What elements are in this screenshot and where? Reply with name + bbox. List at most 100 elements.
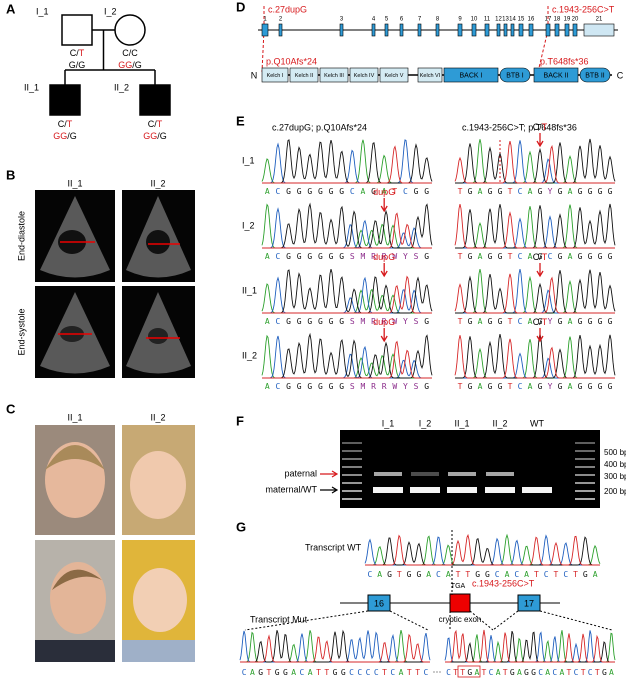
exon	[457, 23, 463, 37]
base: G	[498, 252, 503, 261]
column-label: II_2	[150, 412, 165, 422]
codon-box	[457, 665, 481, 678]
base: A	[478, 317, 483, 326]
exon-number: 8	[436, 17, 440, 23]
base: C	[588, 668, 593, 677]
base: T	[482, 668, 487, 677]
base: G	[329, 252, 334, 261]
base: G	[333, 668, 338, 677]
base: S	[350, 317, 355, 326]
text-segment: dupG	[373, 252, 395, 262]
chromatogram-trace	[455, 336, 615, 379]
base: T	[392, 187, 397, 196]
base: G	[538, 317, 543, 326]
base: T	[458, 382, 463, 391]
arrow	[536, 263, 544, 278]
lane-label: II_2	[492, 418, 507, 428]
chromatogram-trace	[262, 276, 432, 314]
base: G	[558, 187, 563, 196]
base: G	[578, 252, 583, 261]
base: G	[297, 252, 302, 261]
panel-label: E	[236, 113, 245, 128]
column-label: II_2	[150, 178, 165, 188]
variant-line	[537, 29, 549, 73]
base: G	[416, 570, 421, 579]
exon-number: 9	[458, 17, 462, 23]
text-segment: C/	[533, 122, 542, 132]
base: T	[266, 668, 271, 677]
base: G	[275, 668, 280, 677]
base: G	[578, 187, 583, 196]
base: A	[361, 187, 366, 196]
base: A	[609, 668, 614, 677]
track-label: Transcript WT	[305, 542, 362, 552]
base: T	[458, 252, 463, 261]
genotype: C/T	[58, 119, 73, 129]
gel-band	[411, 472, 439, 476]
domain-label: Kelch V	[385, 73, 404, 79]
base: C	[446, 668, 451, 677]
base: C	[538, 668, 543, 677]
individual-id: II_1	[24, 82, 39, 92]
base: C	[518, 382, 523, 391]
ladder-band	[575, 458, 595, 460]
exon-number: 11	[484, 17, 491, 23]
arrow-label: paternal	[284, 468, 317, 478]
gel-band	[374, 472, 402, 476]
base: W	[392, 317, 397, 326]
base: T	[503, 668, 508, 677]
base: G	[588, 187, 593, 196]
annotation: dupG	[373, 317, 395, 327]
text-segment: C/	[58, 119, 67, 129]
annotation: C/T	[533, 317, 548, 327]
base: C	[276, 317, 281, 326]
ladder-band	[575, 498, 595, 500]
exon-label: 16	[374, 598, 384, 608]
chromatogram-trace	[262, 145, 432, 184]
base: A	[265, 317, 270, 326]
base: Y	[548, 187, 553, 196]
base: Y	[548, 317, 553, 326]
row-label: End-diastole	[16, 211, 26, 261]
base: G	[538, 252, 543, 261]
genotype: GG/G	[53, 131, 77, 141]
base: C	[242, 668, 247, 677]
base: G	[318, 187, 323, 196]
lane-label: II_1	[454, 418, 469, 428]
base: G	[387, 570, 392, 579]
base: G	[608, 187, 613, 196]
base: A	[528, 382, 533, 391]
base: G	[424, 382, 429, 391]
chromatogram-trace	[262, 212, 432, 249]
ladder-band	[342, 442, 362, 444]
base: C	[544, 570, 549, 579]
base: G	[339, 382, 344, 391]
chromatogram-trace	[454, 273, 615, 314]
base: A	[517, 668, 522, 677]
ladder-band	[342, 450, 362, 452]
ladder-band	[575, 482, 595, 484]
base: G	[598, 187, 603, 196]
exon	[278, 23, 283, 37]
track-label: Transcript Mut	[250, 614, 308, 624]
variant-label: c.1943-256C>T	[472, 578, 535, 588]
base: G	[318, 317, 323, 326]
base: S	[414, 317, 419, 326]
row-label: End-systole	[16, 308, 26, 355]
domain-label: BACK I	[460, 72, 483, 79]
heading: c.27dupG; p.Q10Afs*24	[272, 122, 367, 132]
gel-band	[373, 487, 403, 493]
genotype: C/C	[122, 48, 138, 58]
base: A	[474, 668, 479, 677]
base: A	[382, 187, 387, 196]
domain-label: Kelch II	[295, 73, 314, 79]
exon	[564, 23, 570, 37]
base: G	[538, 382, 543, 391]
base: G	[558, 252, 563, 261]
exon	[367, 594, 391, 612]
exon	[371, 23, 376, 37]
